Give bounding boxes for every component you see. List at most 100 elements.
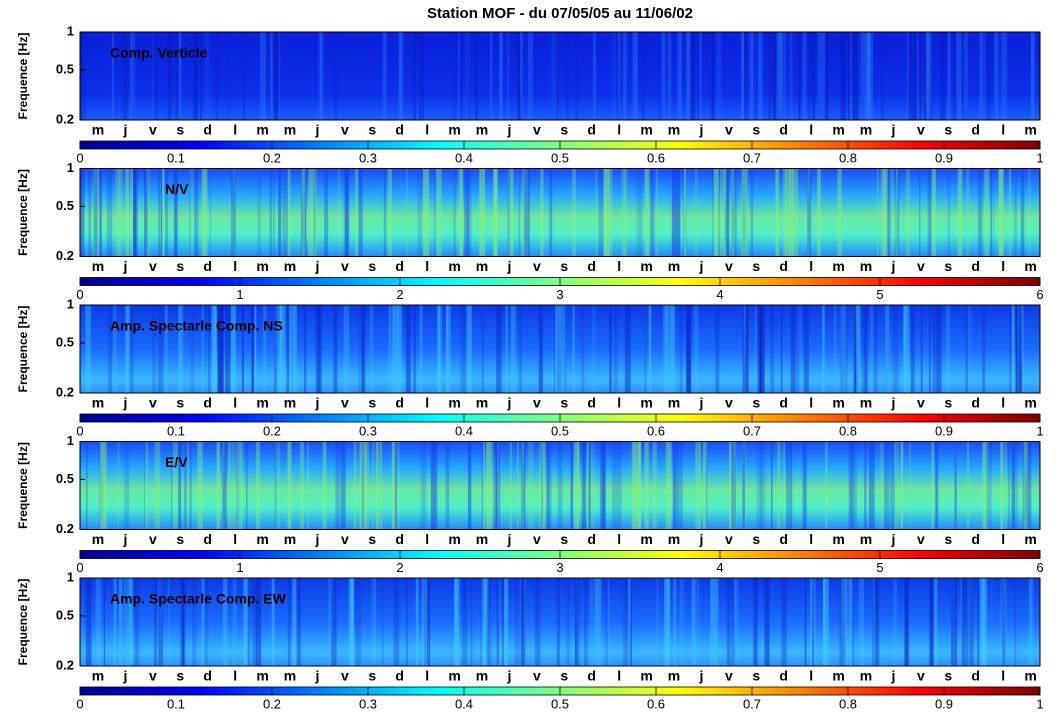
texture-stripe — [80, 32, 86, 120]
y-tick-label: 1 — [67, 296, 74, 311]
texture-stripe — [951, 578, 957, 666]
x-tick-label: s — [560, 258, 568, 274]
texture-stripe — [833, 305, 837, 393]
texture-stripe — [778, 32, 782, 120]
texture-stripe — [466, 305, 472, 393]
x-tick-label: m — [448, 395, 460, 411]
texture-stripe — [783, 32, 786, 120]
texture-stripe — [1016, 305, 1022, 393]
x-tick-label: l — [425, 395, 429, 411]
x-tick-label: l — [809, 668, 813, 684]
texture-stripe — [904, 578, 909, 666]
texture-stripe — [623, 168, 628, 257]
spectrogram-image — [80, 578, 1040, 666]
texture-stripe — [452, 32, 456, 120]
texture-stripe — [691, 578, 696, 666]
texture-stripe — [895, 168, 898, 257]
texture-stripe — [1008, 441, 1010, 530]
texture-stripe — [184, 441, 187, 530]
texture-stripe — [632, 32, 638, 120]
texture-stripe — [872, 578, 878, 666]
texture-stripe — [189, 168, 194, 257]
texture-stripe — [570, 441, 573, 530]
texture-stripe — [168, 578, 170, 666]
colorbar-tick-label: 0.6 — [647, 423, 665, 438]
texture-stripe — [117, 441, 120, 530]
texture-stripe — [984, 168, 989, 257]
texture-stripe — [947, 168, 951, 257]
texture-stripe — [171, 441, 173, 530]
texture-stripe — [753, 578, 758, 666]
texture-stripe — [741, 168, 748, 257]
texture-stripe — [810, 578, 815, 666]
texture-stripe — [101, 441, 107, 530]
texture-stripe — [369, 305, 374, 393]
texture-stripe — [118, 168, 124, 257]
texture-stripe — [992, 168, 995, 257]
texture-stripe — [780, 305, 783, 393]
texture-stripe — [120, 32, 123, 120]
texture-stripe — [717, 168, 720, 257]
texture-stripe — [374, 578, 376, 666]
x-tick-label: m — [832, 122, 844, 138]
texture-stripe — [301, 168, 307, 257]
texture-stripe — [334, 32, 337, 120]
texture-stripe — [808, 32, 811, 120]
texture-stripe — [251, 305, 254, 393]
texture-stripe — [556, 578, 560, 666]
texture-stripe — [152, 305, 157, 393]
colorbar-tick-label: 5 — [876, 560, 883, 575]
texture-stripe — [786, 168, 789, 257]
texture-stripe — [629, 578, 633, 666]
texture-stripe — [856, 305, 859, 393]
texture-stripe — [1004, 578, 1007, 666]
texture-stripe — [982, 441, 987, 530]
texture-stripe — [896, 441, 899, 530]
texture-stripe — [534, 578, 541, 666]
texture-stripe — [604, 168, 610, 257]
x-tick-label: m — [1024, 531, 1036, 547]
texture-stripe — [178, 32, 182, 120]
texture-stripe — [232, 578, 237, 666]
texture-stripe — [664, 578, 671, 666]
texture-stripe — [786, 441, 792, 530]
texture-stripe — [218, 305, 224, 393]
texture-stripe — [764, 578, 770, 666]
y-tick-label: 0.5 — [56, 607, 74, 622]
texture-stripe — [824, 32, 829, 120]
texture-stripe — [453, 168, 456, 257]
x-tick-label: d — [779, 668, 788, 684]
texture-stripe — [1020, 168, 1025, 257]
texture-stripe — [331, 578, 337, 666]
texture-stripe — [928, 32, 933, 120]
texture-stripe — [519, 578, 521, 666]
x-tick-label: v — [917, 395, 925, 411]
texture-stripe — [840, 305, 843, 393]
texture-stripe — [228, 441, 231, 530]
texture-stripe — [776, 441, 781, 530]
texture-stripe — [481, 441, 484, 530]
texture-stripe — [864, 305, 867, 393]
texture-stripe — [1011, 305, 1015, 393]
texture-stripe — [252, 578, 257, 666]
texture-stripe — [350, 578, 354, 666]
texture-stripe — [353, 441, 357, 530]
texture-stripe — [742, 168, 747, 257]
texture-stripe — [436, 168, 442, 257]
texture-stripe — [418, 32, 422, 120]
x-tick-label: d — [395, 395, 404, 411]
texture-stripe — [713, 168, 719, 257]
x-tick-label: s — [944, 122, 952, 138]
texture-stripe — [521, 441, 526, 530]
texture-stripe — [999, 578, 1002, 666]
texture-stripe — [868, 441, 875, 530]
x-tick-label: m — [448, 122, 460, 138]
texture-stripe — [167, 32, 172, 120]
texture-stripe — [903, 305, 910, 393]
texture-stripe — [900, 441, 904, 530]
texture-stripe — [710, 578, 714, 666]
texture-stripe — [371, 578, 375, 666]
texture-stripe — [881, 32, 884, 120]
texture-stripe — [263, 305, 267, 393]
texture-stripe — [247, 578, 251, 666]
